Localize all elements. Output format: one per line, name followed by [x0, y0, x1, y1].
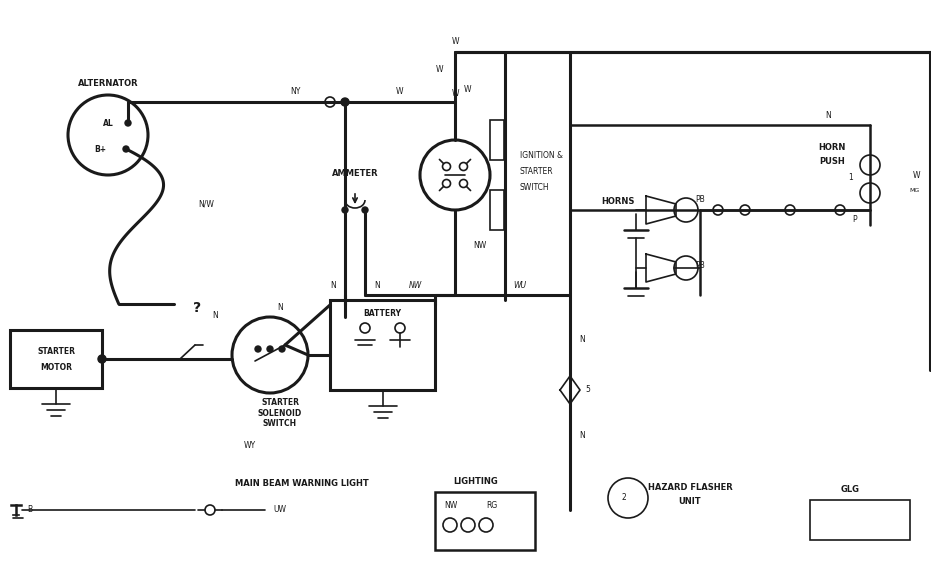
Text: UW: UW: [274, 505, 287, 514]
Circle shape: [279, 346, 285, 352]
Text: PB: PB: [695, 195, 705, 204]
Text: LIGHTING: LIGHTING: [453, 477, 498, 486]
Bar: [490, 190, 504, 230]
Text: N: N: [331, 280, 336, 289]
Text: W: W: [437, 66, 444, 74]
Text: MG: MG: [910, 187, 920, 192]
Text: N: N: [825, 111, 830, 119]
Text: ?: ?: [193, 301, 201, 315]
Text: P: P: [853, 215, 857, 224]
Text: RG: RG: [486, 501, 498, 510]
Text: STARTER: STARTER: [37, 347, 75, 356]
Text: 1: 1: [849, 174, 854, 183]
Text: AL: AL: [102, 119, 114, 127]
Text: B+: B+: [94, 144, 106, 154]
Text: NY: NY: [290, 87, 300, 96]
Text: WU: WU: [513, 280, 527, 289]
Circle shape: [362, 207, 368, 213]
Text: 5: 5: [586, 385, 590, 395]
Text: MAIN BEAM WARNING LIGHT: MAIN BEAM WARNING LIGHT: [235, 478, 369, 488]
Text: STARTER
SOLENOID
SWITCH: STARTER SOLENOID SWITCH: [258, 398, 303, 428]
Text: IGNITION &: IGNITION &: [520, 151, 563, 159]
Text: N/W: N/W: [198, 199, 214, 208]
Circle shape: [255, 346, 261, 352]
Text: 2: 2: [622, 493, 627, 502]
Bar: [330, 300, 435, 390]
Circle shape: [342, 207, 348, 213]
Text: HORNS: HORNS: [601, 196, 635, 206]
Text: MOTOR: MOTOR: [40, 363, 72, 372]
Bar: [490, 120, 504, 160]
Text: AMMETER: AMMETER: [331, 168, 378, 178]
Text: UNIT: UNIT: [679, 497, 701, 506]
Text: PB: PB: [695, 260, 705, 270]
Text: W: W: [465, 86, 472, 94]
Circle shape: [341, 98, 349, 106]
Text: N: N: [277, 303, 283, 312]
Text: HAZARD FLASHER: HAZARD FLASHER: [648, 484, 733, 493]
Text: W: W: [452, 90, 459, 99]
Circle shape: [123, 146, 129, 152]
Text: BATTERY: BATTERY: [363, 309, 401, 319]
Text: PUSH: PUSH: [819, 158, 844, 167]
Text: GLG: GLG: [841, 485, 859, 494]
Circle shape: [98, 355, 106, 363]
Text: HORN: HORN: [818, 143, 845, 152]
Text: ALTERNATOR: ALTERNATOR: [77, 78, 139, 87]
Bar: [435, 492, 535, 550]
Text: N: N: [579, 336, 585, 344]
Text: STARTER: STARTER: [520, 167, 554, 175]
Circle shape: [125, 120, 131, 126]
Text: NW: NW: [444, 501, 457, 510]
Text: NW: NW: [409, 280, 422, 289]
Text: SWITCH: SWITCH: [520, 183, 549, 191]
Text: W: W: [397, 87, 404, 96]
Text: WY: WY: [244, 440, 256, 449]
Bar: [810, 500, 910, 540]
Text: N: N: [212, 311, 218, 320]
Text: B: B: [27, 505, 33, 514]
Circle shape: [267, 346, 273, 352]
Bar: [10, 330, 102, 388]
Text: NW: NW: [473, 240, 486, 250]
Text: N: N: [579, 431, 585, 440]
Text: N: N: [374, 280, 380, 289]
Text: W: W: [912, 171, 920, 179]
Text: W: W: [452, 38, 459, 46]
